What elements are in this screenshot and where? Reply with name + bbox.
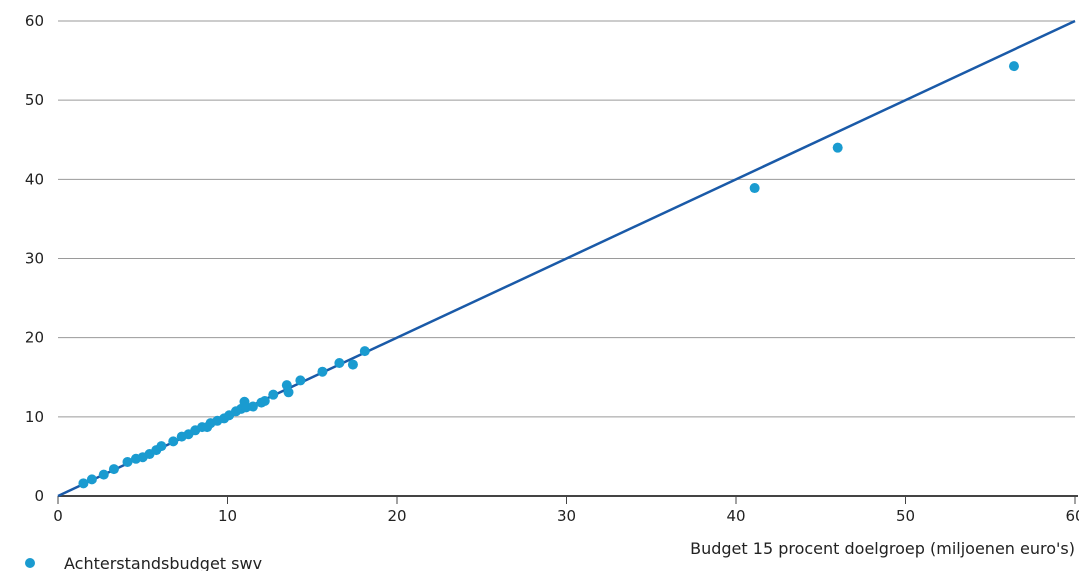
data-point xyxy=(295,375,306,386)
legend[interactable]: Achterstandsbudget swv xyxy=(25,554,262,571)
x-tick-label: 40 xyxy=(726,507,745,525)
data-point xyxy=(247,401,258,412)
data-points xyxy=(78,61,1019,489)
data-point xyxy=(359,346,370,357)
y-tick-label: 10 xyxy=(25,408,44,426)
grid-lines xyxy=(58,20,1075,418)
x-tick-label: 30 xyxy=(557,507,576,525)
y-tick-label: 0 xyxy=(34,487,44,505)
legend-marker xyxy=(25,558,35,568)
x-axis-title: Budget 15 procent doelgroep (miljoenen e… xyxy=(690,539,1075,558)
data-point xyxy=(334,358,345,368)
y-tick-labels: 0 10 20 30 40 50 60 xyxy=(25,12,44,505)
x-tick-label: 20 xyxy=(387,507,406,525)
data-point xyxy=(78,478,89,489)
x-tick-labels: 0 10 20 30 40 50 60 xyxy=(53,507,1079,525)
data-point xyxy=(156,441,167,452)
y-tick-label: 50 xyxy=(25,91,44,109)
data-point xyxy=(749,183,760,194)
data-point xyxy=(283,387,294,398)
data-point xyxy=(168,436,179,447)
data-point xyxy=(98,469,109,480)
data-point xyxy=(122,456,133,467)
x-tick-label: 0 xyxy=(53,507,63,525)
legend-label: Achterstandsbudget swv xyxy=(64,554,262,571)
x-tick-label: 50 xyxy=(896,507,915,525)
y-tick-label: 60 xyxy=(25,12,44,30)
y-tick-label: 40 xyxy=(25,170,44,188)
data-point xyxy=(347,359,358,370)
data-point xyxy=(832,142,843,153)
axes xyxy=(57,495,1078,504)
data-point xyxy=(317,366,328,377)
y-tick-label: 20 xyxy=(25,329,44,347)
data-point xyxy=(108,464,119,475)
y-tick-label: 30 xyxy=(25,250,44,268)
data-point xyxy=(86,474,97,485)
data-point xyxy=(259,396,270,406)
x-tick-label: 10 xyxy=(218,507,237,525)
data-point xyxy=(1008,61,1019,72)
data-point xyxy=(268,389,279,400)
x-tick-label: 60 xyxy=(1065,507,1079,525)
